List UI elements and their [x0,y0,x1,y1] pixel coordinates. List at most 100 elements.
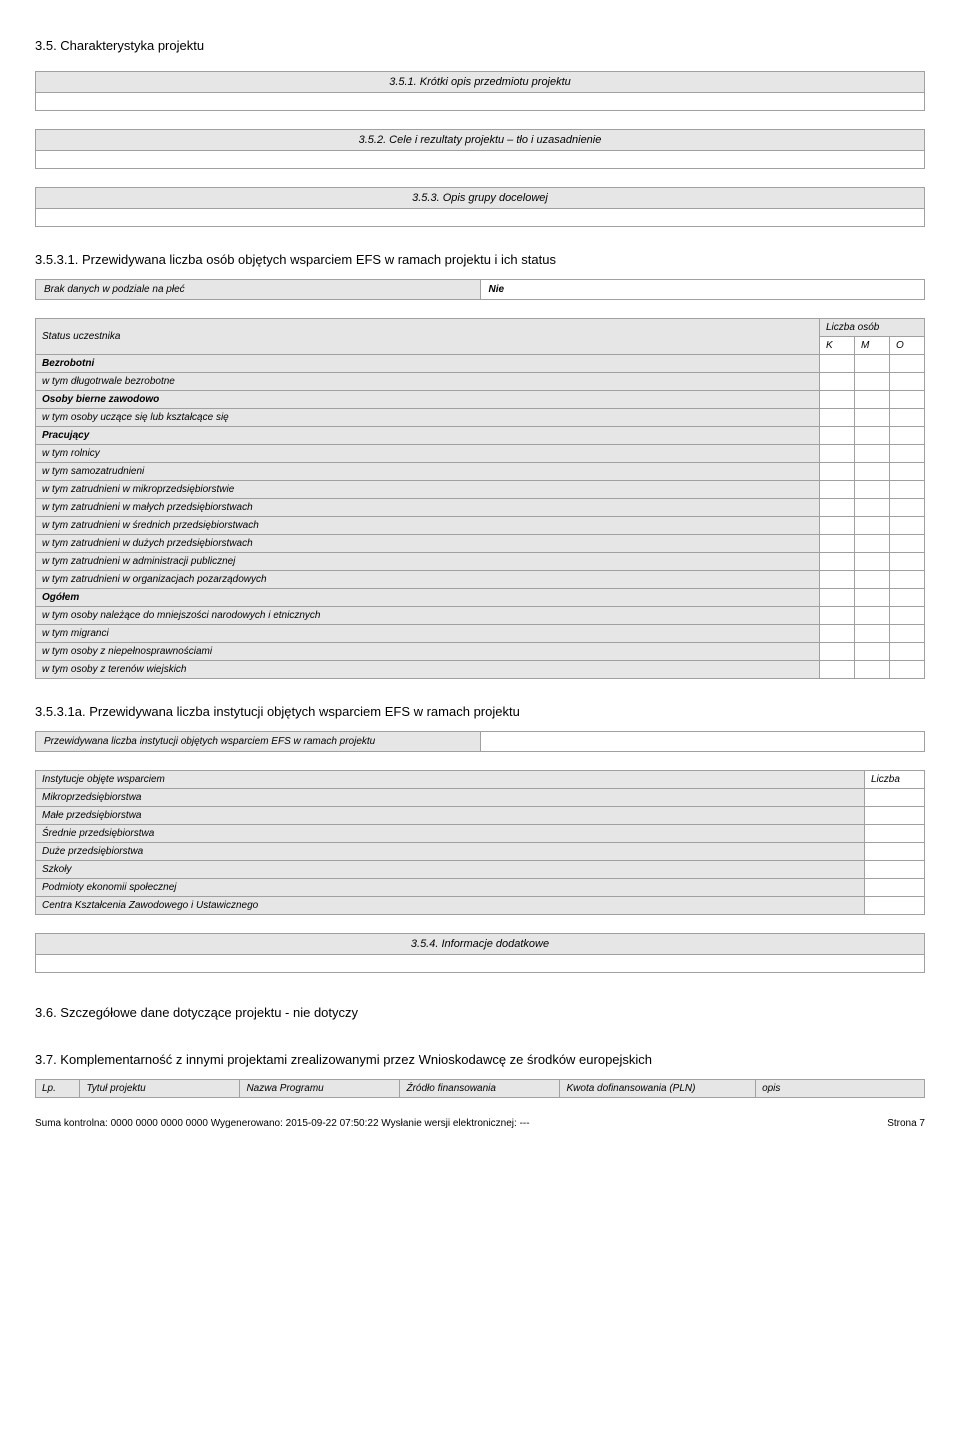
col-m: M [855,337,890,355]
inst-forecast-table: Przewidywana liczba instytucji objętych … [35,731,925,752]
footer-left: Suma kontrolna: 0000 0000 0000 0000 Wyge… [35,1118,530,1129]
section-title-3531: 3.5.3.1. Przewidywana liczba osób objęty… [35,252,925,267]
participant-cell [890,535,925,553]
participant-cell [820,445,855,463]
participant-cell [855,661,890,679]
participant-cell [855,517,890,535]
compl-source: Źródło finansowania [400,1080,560,1098]
content-353 [35,209,925,227]
participant-cell [855,409,890,427]
participant-cell [855,499,890,517]
participant-row-label: w tym osoby uczące się lub kształcące si… [36,409,820,427]
participant-row-label: Ogółem [36,589,820,607]
participant-cell [890,481,925,499]
inst-table: Instytucje objęte wsparciem Liczba Mikro… [35,770,925,915]
participant-row-label: w tym zatrudnieni w administracji public… [36,553,820,571]
compl-table: Lp. Tytuł projektu Nazwa Programu Źródło… [35,1079,925,1098]
header-352: 3.5.2. Cele i rezultaty projektu – tło i… [35,129,925,151]
participant-row-label: w tym zatrudnieni w mikroprzedsiębiorstw… [36,481,820,499]
participant-table: Status uczestnika Liczba osób K M O Bezr… [35,318,925,679]
content-352 [35,151,925,169]
participant-cell [855,355,890,373]
footer-right: Strona 7 [887,1118,925,1129]
participant-cell [855,463,890,481]
participant-row-label: Bezrobotni [36,355,820,373]
participant-cell [820,391,855,409]
participant-cell [855,535,890,553]
participant-cell [820,409,855,427]
participant-cell [890,463,925,481]
header-353: 3.5.3. Opis grupy docelowej [35,187,925,209]
participant-cell [890,391,925,409]
participant-cell [820,427,855,445]
inst-forecast-value [480,732,925,752]
participant-cell [890,499,925,517]
section-title-35: 3.5. Charakterystyka projektu [35,38,925,53]
participant-cell [820,625,855,643]
participant-cell [820,355,855,373]
participant-cell [890,517,925,535]
inst-row-label: Centra Kształcenia Zawodowego i Ustawicz… [36,897,865,915]
inst-cell [865,897,925,915]
participant-cell [820,589,855,607]
participant-cell [890,571,925,589]
participant-cell [890,553,925,571]
inst-header-1: Instytucje objęte wsparciem [36,771,865,789]
participant-cell [820,535,855,553]
inst-row-label: Podmioty ekonomii społecznej [36,879,865,897]
gender-split-table: Brak danych w podziale na płeć Nie [35,279,925,300]
inst-row-label: Małe przedsiębiorstwa [36,807,865,825]
section-title-3531a: 3.5.3.1a. Przewidywana liczba instytucji… [35,704,925,719]
inst-cell [865,843,925,861]
participant-cell [890,355,925,373]
participant-cell [855,571,890,589]
participant-cell [890,445,925,463]
content-354 [35,955,925,973]
col-o: O [890,337,925,355]
participant-row-label: w tym osoby z terenów wiejskich [36,661,820,679]
inst-cell [865,879,925,897]
participant-cell [855,481,890,499]
participant-row-label: w tym zatrudnieni w małych przedsiębiors… [36,499,820,517]
participant-cell [820,607,855,625]
section-title-37: 3.7. Komplementarność z innymi projektam… [35,1052,925,1067]
inst-cell [865,825,925,843]
participant-row-label: Osoby bierne zawodowo [36,391,820,409]
participant-cell [820,517,855,535]
participant-cell [820,463,855,481]
inst-row-label: Szkoły [36,861,865,879]
participant-cell [820,571,855,589]
gender-split-label: Brak danych w podziale na płeć [36,280,481,300]
participant-cell [820,553,855,571]
compl-desc: opis [756,1080,925,1098]
participant-row-label: w tym rolnicy [36,445,820,463]
participant-cell [855,643,890,661]
inst-header-2: Liczba [865,771,925,789]
header-354: 3.5.4. Informacje dodatkowe [35,933,925,955]
inst-cell [865,861,925,879]
participant-row-label: w tym migranci [36,625,820,643]
participant-cell [890,661,925,679]
header-351: 3.5.1. Krótki opis przedmiotu projektu [35,71,925,93]
participant-cell [855,589,890,607]
page-footer: Suma kontrolna: 0000 0000 0000 0000 Wyge… [35,1118,925,1129]
col-k: K [820,337,855,355]
participant-cell [890,643,925,661]
inst-cell [865,807,925,825]
participant-row-label: w tym zatrudnieni w organizacjach pozarz… [36,571,820,589]
participant-cell [820,661,855,679]
inst-row-label: Duże przedsiębiorstwa [36,843,865,861]
participant-cell [820,499,855,517]
inst-row-label: Średnie przedsiębiorstwa [36,825,865,843]
participant-cell [820,643,855,661]
participant-row-label: w tym samozatrudnieni [36,463,820,481]
content-351 [35,93,925,111]
participant-cell [855,625,890,643]
compl-lp: Lp. [36,1080,80,1098]
participant-cell [820,373,855,391]
inst-forecast-label: Przewidywana liczba instytucji objętych … [36,732,481,752]
inst-cell [865,789,925,807]
compl-program: Nazwa Programu [240,1080,400,1098]
participant-cell [855,553,890,571]
participant-row-label: Pracujący [36,427,820,445]
